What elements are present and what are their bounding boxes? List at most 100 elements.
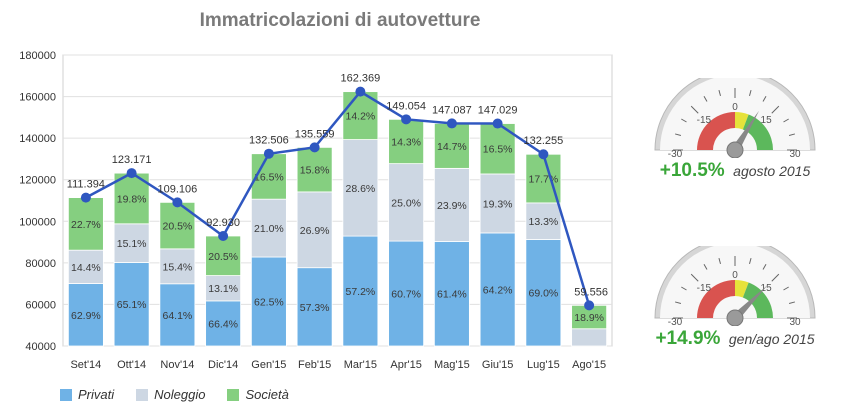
x-tick-label: Set'14 xyxy=(70,359,101,371)
bar-segment-privati xyxy=(67,283,104,347)
gauge-tick xyxy=(771,273,780,282)
total-label: 147.029 xyxy=(478,105,518,117)
total-label: 111.394 xyxy=(67,179,105,191)
bar-segment-società xyxy=(205,235,242,276)
gauge-tick xyxy=(718,257,721,265)
plot-area xyxy=(62,54,613,347)
segment-label: 61.4% xyxy=(437,289,467,301)
y-tick-label: 140000 xyxy=(19,133,56,145)
gauge-tick-label: -30 xyxy=(668,317,683,326)
gauge-period: gen/ago 2015 xyxy=(728,331,815,347)
gauge-tick xyxy=(749,257,752,265)
legend: Privati Noleggio Società xyxy=(60,387,289,402)
segment-label: 25.0% xyxy=(391,197,421,209)
x-tick-label: Apr'15 xyxy=(390,359,421,371)
gauge-tick xyxy=(762,264,767,270)
gauge-tick xyxy=(788,301,796,304)
gauge-monthly: -30 -15 0 15 30 +10.5% agosto 2015 xyxy=(650,78,820,182)
bar-segment-privati xyxy=(388,240,425,347)
segment-label: 15.4% xyxy=(162,261,192,273)
y-tick-label: 180000 xyxy=(19,50,56,62)
gauge-tick-label: 0 xyxy=(732,270,738,281)
gauge-tick xyxy=(788,133,796,136)
gauge-band-red xyxy=(697,112,735,150)
y-tick-label: 160000 xyxy=(19,92,56,104)
bar-segment-noleggio xyxy=(388,163,425,242)
bar-segment-privati xyxy=(205,300,242,347)
total-point xyxy=(584,300,595,311)
total-label: 123.171 xyxy=(112,154,152,166)
x-tick-label: Gen'15 xyxy=(251,359,286,371)
x-tick-label: Ago'15 xyxy=(572,359,606,371)
gauge-tick xyxy=(681,286,687,291)
total-point xyxy=(263,148,274,159)
segment-label: 69.0% xyxy=(528,288,558,300)
x-tick-label: Mar'15 xyxy=(344,359,377,371)
gauge-tick-label: 30 xyxy=(789,149,801,158)
gauge-tick xyxy=(703,96,708,102)
legend-item-privati: Privati xyxy=(60,387,114,402)
legend-label-societa: Società xyxy=(245,387,289,402)
gauge-dial: -30 -15 0 15 30 xyxy=(654,78,816,158)
segment-label: 21.0% xyxy=(254,223,284,235)
bar-segment-privati xyxy=(113,262,150,347)
segment-label: 18.9% xyxy=(574,312,604,324)
total-label: 147.087 xyxy=(432,104,472,116)
total-point xyxy=(538,149,549,160)
segment-label: 14.2% xyxy=(345,111,375,123)
gauge-tick-label: 30 xyxy=(789,317,801,326)
gauge-value: +10.5% xyxy=(659,160,725,181)
total-point xyxy=(126,168,137,179)
y-tick-label: 40000 xyxy=(25,341,56,353)
gauge-caption: +14.9% gen/ago 2015 xyxy=(650,328,820,350)
segment-label: 23.9% xyxy=(437,200,467,212)
bar-segment-noleggio xyxy=(159,248,196,285)
segment-label: 13.1% xyxy=(208,283,238,295)
bar-segment-noleggio xyxy=(113,223,150,263)
x-tick-label: Mag'15 xyxy=(434,359,470,371)
gauge-tick xyxy=(674,301,682,304)
gauge-tick-label: -30 xyxy=(668,149,683,158)
total-label: 135.559 xyxy=(295,128,335,140)
bar-segment-noleggio xyxy=(525,202,562,240)
segment-label: 16.5% xyxy=(483,144,513,156)
bar-segment-società xyxy=(296,146,333,193)
gauge-tick xyxy=(690,105,699,114)
gauge-tick xyxy=(771,105,780,114)
bar-segment-privati xyxy=(342,235,379,347)
total-point xyxy=(309,142,320,153)
total-label: 109.106 xyxy=(157,183,197,195)
segment-label: 60.7% xyxy=(391,289,421,301)
bar-line-chart: 40000 60000 80000 100000 120000 140000 160000 1… xyxy=(19,50,613,371)
gauge-band-green xyxy=(742,282,773,318)
segment-label: 28.6% xyxy=(345,183,375,195)
total-label: 132.506 xyxy=(249,135,289,147)
total-point xyxy=(446,118,457,129)
legend-swatch-societa xyxy=(227,388,240,401)
segment-label: 14.4% xyxy=(71,262,101,274)
segment-label: 16.5% xyxy=(254,171,284,183)
gauge-band-yellow xyxy=(735,112,749,130)
bar-segment-privati xyxy=(250,256,287,347)
gauge-tick-label: 0 xyxy=(732,102,738,113)
segment-label: 62.5% xyxy=(254,297,284,309)
y-tick-label: 100000 xyxy=(19,216,56,228)
gauge-tick xyxy=(690,273,699,282)
segment-label: 13.3% xyxy=(528,216,558,228)
total-line xyxy=(85,90,591,306)
segment-label: 62.9% xyxy=(71,310,101,322)
x-tick-label: Dic'14 xyxy=(208,359,238,371)
x-tick-label: Ott'14 xyxy=(117,359,146,371)
segment-label: 65.1% xyxy=(117,299,147,311)
legend-label-privati: Privati xyxy=(78,387,115,402)
total-label: 59.556 xyxy=(574,286,608,298)
segment-label: 64.2% xyxy=(483,284,513,296)
bar-segment-privati xyxy=(296,267,333,347)
gauge-value: +14.9% xyxy=(655,328,721,349)
total-label: 149.054 xyxy=(386,100,426,112)
x-tick-label: Lug'15 xyxy=(527,359,560,371)
gauge-tick xyxy=(703,264,708,270)
segment-label: 20.5% xyxy=(162,221,192,233)
gauge-tick xyxy=(718,89,721,97)
segment-label: 64.1% xyxy=(162,310,192,322)
